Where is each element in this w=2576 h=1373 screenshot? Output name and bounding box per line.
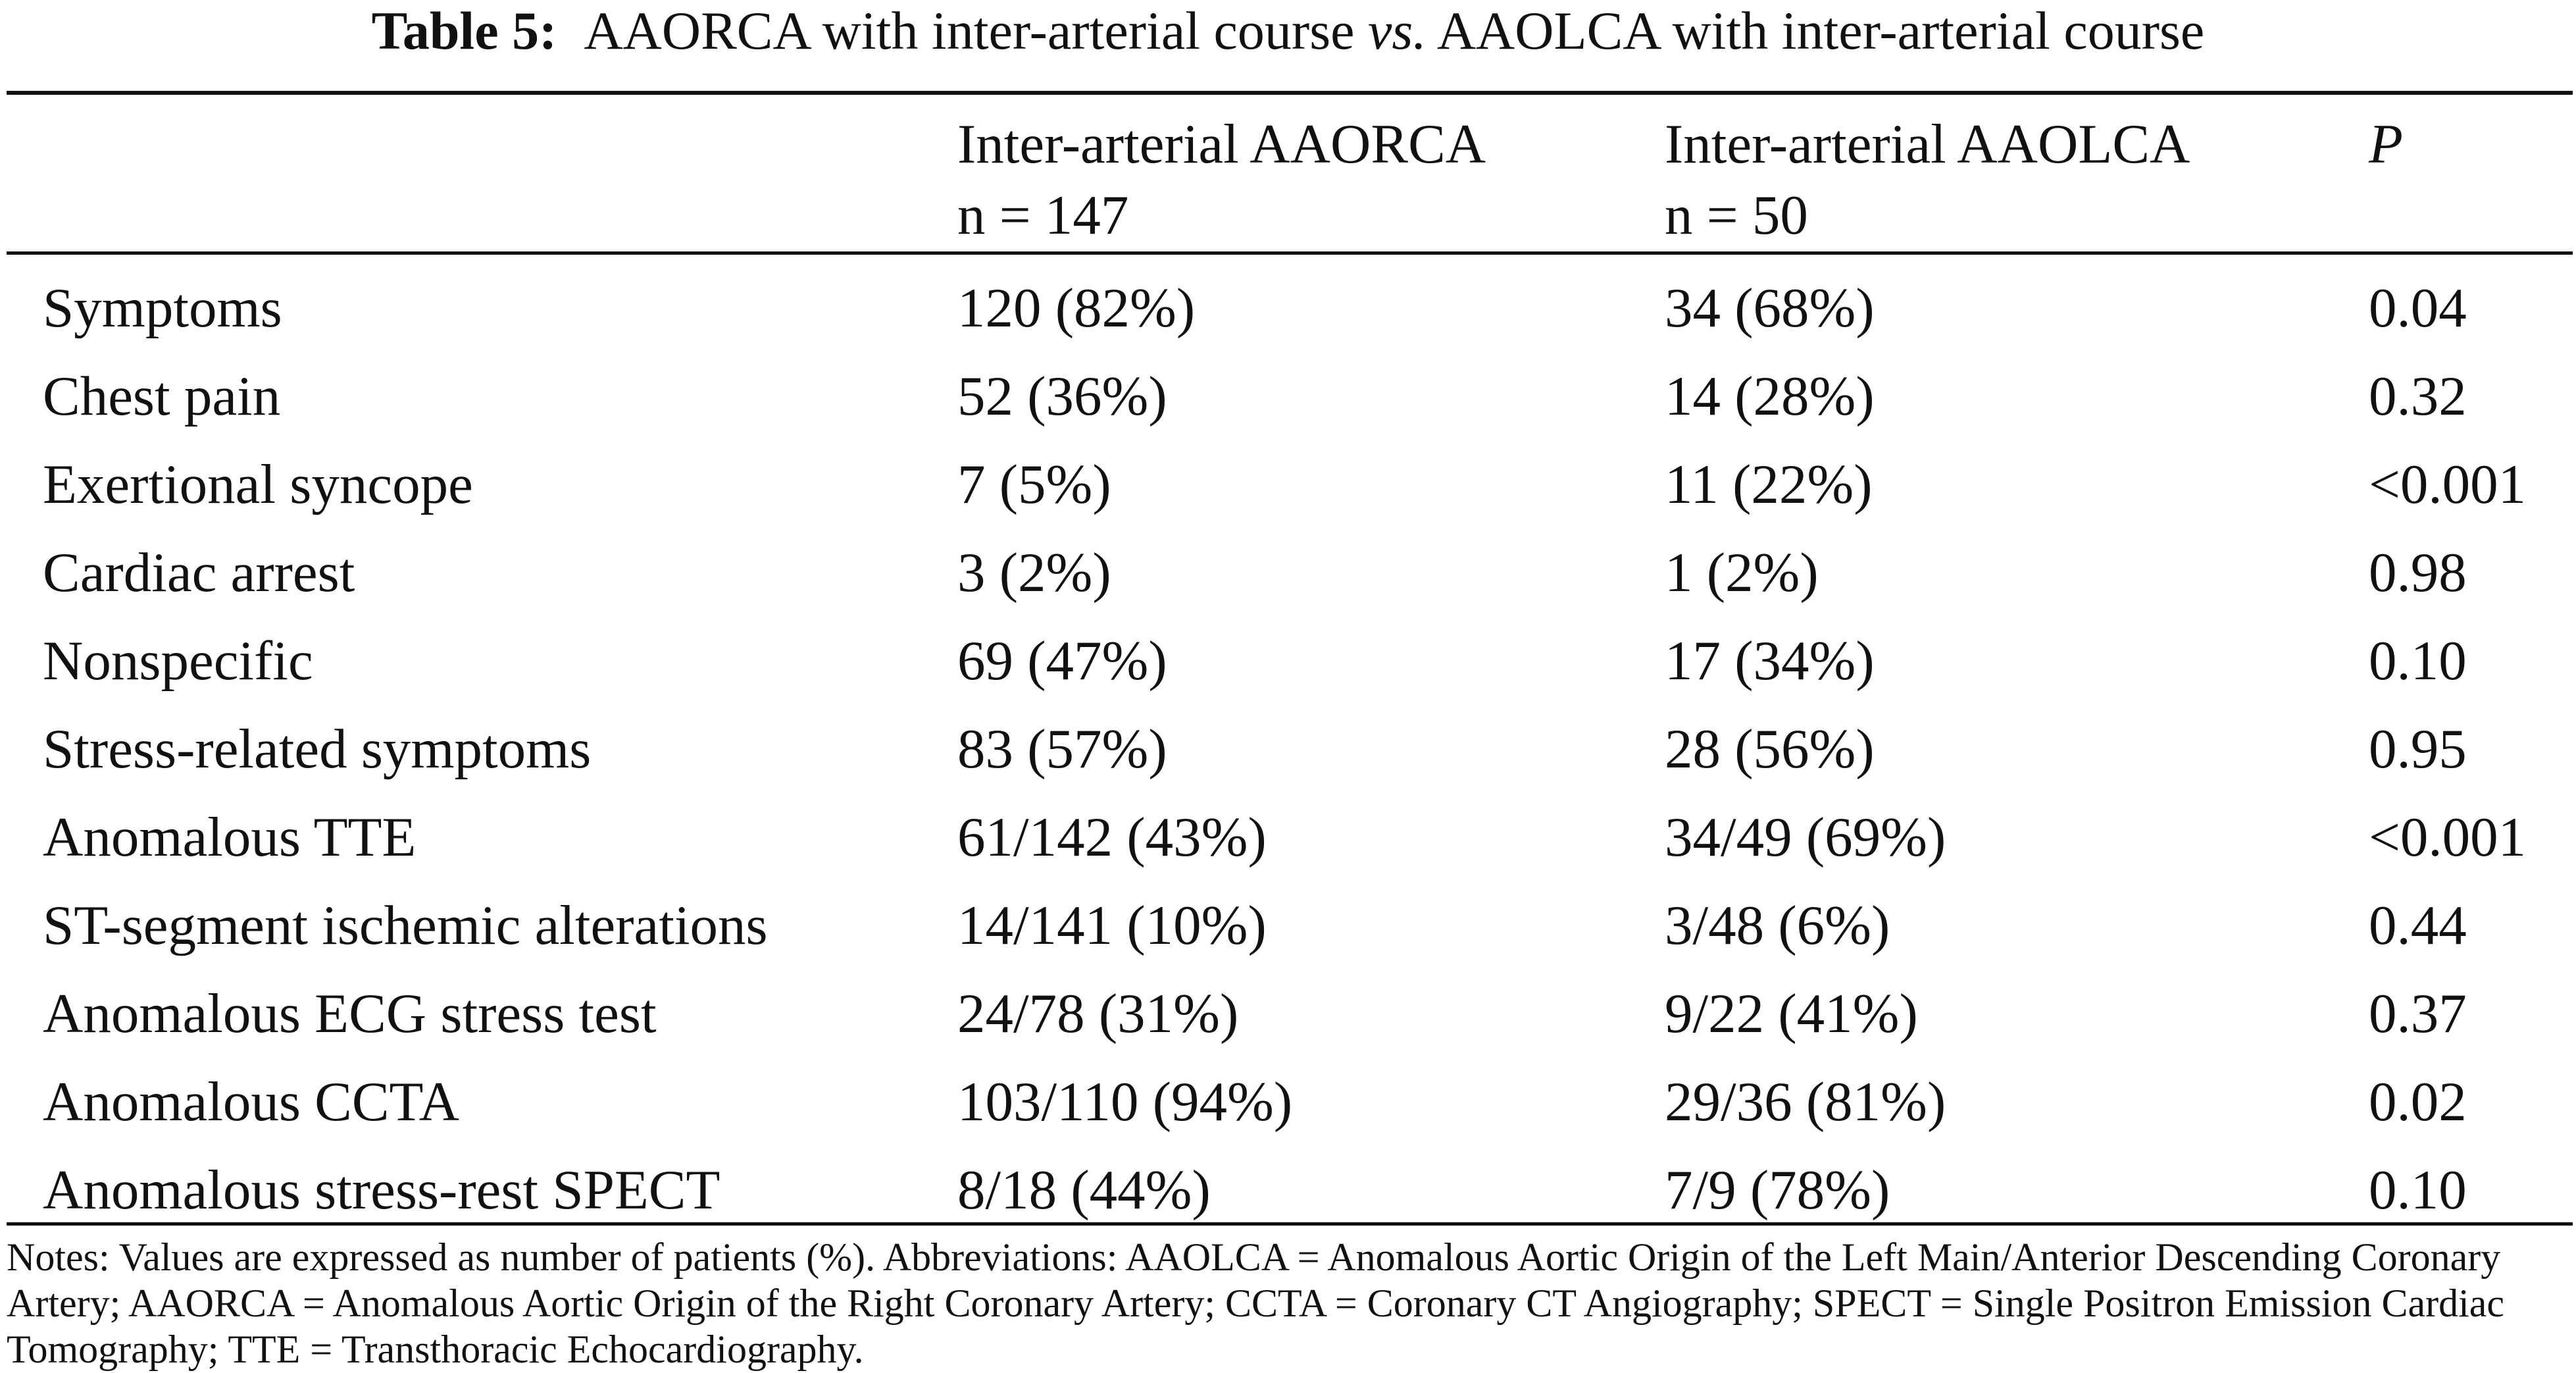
title-vs: vs. (1368, 1, 1427, 61)
row-p-value: 0.04 (2369, 277, 2467, 339)
row-aaorca-value: 8/18 (44%) (957, 1159, 1211, 1221)
table-top-rule (7, 91, 2573, 95)
row-label: Stress-related symptoms (43, 718, 592, 780)
row-aaorca-value: 14/141 (10%) (957, 894, 1267, 956)
row-aaolca-value: 29/36 (81%) (1665, 1071, 1946, 1133)
table-row: ST-segment ischemic alterations 14/141 (1… (0, 893, 2576, 981)
row-label: Anomalous ECG stress test (43, 983, 657, 1045)
table-row: Cardiac arrest 3 (2%) 1 (2%) 0.98 (0, 540, 2576, 628)
table-row: Anomalous stress-rest SPECT 8/18 (44%) 7/9… (0, 1157, 2576, 1245)
table-row: Chest pain 52 (36%) 14 (28%) 0.32 (0, 363, 2576, 452)
row-aaolca-value: 34 (68%) (1665, 277, 1875, 339)
header-col-aaolca: Inter-arterial AAOLCA n = 50 (1665, 109, 2190, 251)
row-label: Nonspecific (43, 630, 313, 692)
header-col-p-label: P (2369, 113, 2403, 175)
table-row: Nonspecific 69 (47%) 17 (34%) 0.10 (0, 628, 2576, 716)
row-aaolca-value: 9/22 (41%) (1665, 983, 1918, 1045)
table-row: Anomalous CCTA 103/110 (94%) 29/36 (81%) 0.… (0, 1069, 2576, 1157)
row-aaorca-value: 24/78 (31%) (957, 983, 1239, 1045)
row-label: Exertional syncope (43, 453, 473, 515)
row-label: Cardiac arrest (43, 542, 355, 604)
table-row: Anomalous TTE 61/142 (43%) 34/49 (69%) <0.0… (0, 804, 2576, 893)
table-row: Stress-related symptoms 83 (57%) 28 (56%) 0… (0, 716, 2576, 804)
row-label: Symptoms (43, 277, 282, 339)
table-header-rule (7, 251, 2573, 255)
header-col-aaorca: Inter-arterial AAORCA n = 147 (957, 109, 1486, 251)
row-p-value: 0.32 (2369, 365, 2467, 427)
row-aaolca-value: 17 (34%) (1665, 630, 1875, 692)
row-aaorca-value: 103/110 (94%) (957, 1071, 1293, 1133)
row-aaorca-value: 7 (5%) (957, 453, 1111, 515)
row-aaorca-value: 61/142 (43%) (957, 806, 1267, 868)
row-label: Anomalous CCTA (43, 1071, 460, 1133)
header-col-p: P (2369, 109, 2403, 180)
row-aaolca-value: 3/48 (6%) (1665, 894, 1890, 956)
row-p-value: 0.37 (2369, 983, 2467, 1045)
row-aaolca-value: 34/49 (69%) (1665, 806, 1946, 868)
header-col-aaolca-n: n = 50 (1665, 184, 1808, 246)
table-label: Table 5: (371, 1, 557, 61)
row-p-value: 0.95 (2369, 718, 2467, 780)
row-p-value: 0.44 (2369, 894, 2467, 956)
header-col-aaolca-title: Inter-arterial AAOLCA (1665, 113, 2190, 175)
table-row: Exertional syncope 7 (5%) 11 (22%) <0.001 (0, 452, 2576, 540)
row-p-value: <0.001 (2369, 453, 2527, 515)
row-label: ST-segment ischemic alterations (43, 894, 768, 956)
row-label: Chest pain (43, 365, 281, 427)
row-p-value: 0.10 (2369, 1159, 2467, 1221)
row-aaolca-value: 7/9 (78%) (1665, 1159, 1890, 1221)
row-label: Anomalous TTE (43, 806, 417, 868)
row-aaolca-value: 1 (2%) (1665, 542, 1819, 604)
row-p-value: <0.001 (2369, 806, 2527, 868)
row-aaorca-value: 52 (36%) (957, 365, 1167, 427)
row-aaolca-value: 11 (22%) (1665, 453, 1873, 515)
row-aaorca-value: 69 (47%) (957, 630, 1167, 692)
row-aaorca-value: 3 (2%) (957, 542, 1111, 604)
row-p-value: 0.02 (2369, 1071, 2467, 1133)
title-text-part1: AAORCA with inter-arterial course (584, 1, 1355, 61)
row-aaorca-value: 120 (82%) (957, 277, 1196, 339)
title-text-part2: AAOLCA with inter-arterial course (1436, 1, 2205, 61)
row-p-value: 0.10 (2369, 630, 2467, 692)
row-p-value: 0.98 (2369, 542, 2467, 604)
header-col-aaorca-title: Inter-arterial AAORCA (957, 113, 1486, 175)
row-aaorca-value: 83 (57%) (957, 718, 1167, 780)
table-row: Symptoms 120 (82%) 34 (68%) 0.04 (0, 275, 2576, 363)
table-row: Anomalous ECG stress test 24/78 (31%) 9/22… (0, 981, 2576, 1069)
row-aaolca-value: 14 (28%) (1665, 365, 1875, 427)
table-title: Table 5: AAORCA with inter-arterial cour… (0, 0, 2576, 66)
row-label: Anomalous stress-rest SPECT (43, 1159, 720, 1221)
table-notes: Notes: Values are expressed as number of… (7, 1235, 2505, 1371)
header-col-aaorca-n: n = 147 (957, 184, 1129, 246)
row-aaolca-value: 28 (56%) (1665, 718, 1875, 780)
table-bottom-rule (7, 1222, 2573, 1226)
